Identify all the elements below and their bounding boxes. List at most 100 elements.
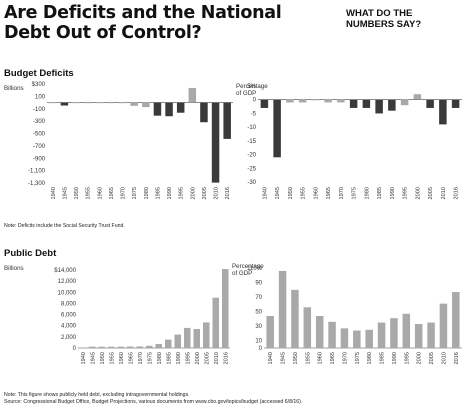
x-tick-label: 1960 — [97, 187, 103, 199]
bar-2010 — [439, 99, 447, 125]
y-tick-label: 30 — [255, 324, 262, 330]
bar-1955 — [108, 346, 115, 348]
x-tick-label: 1990 — [176, 352, 182, 364]
x-tick-label: 1975 — [355, 352, 361, 364]
source-note: Source: Congressional Budget Office, Bud… — [4, 399, 303, 405]
x-tick-label: 1940 — [268, 352, 274, 364]
x-tick-label: 1960 — [119, 352, 125, 364]
bar-2000 — [414, 324, 423, 348]
x-tick-label: 1970 — [121, 187, 127, 199]
section-title-public-debt: Public Debt — [4, 248, 57, 259]
bar-1940 — [49, 102, 57, 104]
bar-1950 — [291, 289, 299, 348]
y-tick-label: 10 — [255, 339, 262, 345]
bar-2010 — [211, 102, 220, 183]
y-tick-label: -15 — [247, 139, 256, 145]
bar-1960 — [95, 102, 104, 104]
note-deficits: Note: Deficits include the Social Securi… — [4, 223, 125, 229]
bar-1980 — [155, 344, 162, 348]
y-tick-label: -1,300 — [28, 181, 46, 187]
x-tick-label: 1960 — [313, 187, 319, 199]
x-tick-label: 1945 — [62, 187, 68, 199]
bar-1970 — [118, 102, 127, 104]
bar-1990 — [390, 318, 398, 348]
bar-2016 — [222, 269, 229, 348]
bar-1945 — [273, 99, 281, 158]
bar-1965 — [107, 102, 115, 104]
bar-1970 — [337, 99, 345, 103]
y-tick-label: 2,000 — [61, 335, 77, 341]
bar-2005 — [200, 102, 208, 123]
x-tick-label: 1975 — [132, 187, 138, 199]
x-tick-label: 2016 — [223, 352, 229, 364]
bar-1945 — [89, 346, 96, 348]
y-tick-label: -30 — [247, 180, 256, 186]
x-tick-label: 2005 — [429, 352, 435, 364]
x-tick-label: 1990 — [167, 187, 173, 199]
x-tick-label: 1945 — [275, 187, 281, 199]
y-axis-label: Percentage — [232, 263, 264, 270]
x-tick-label: 1955 — [86, 187, 92, 199]
x-tick-label: 1955 — [301, 187, 307, 199]
y-tick-label: 50 — [255, 310, 262, 316]
bar-1950 — [286, 99, 294, 103]
y-tick-label: 0 — [259, 346, 263, 352]
x-tick-label: 2010 — [441, 187, 447, 199]
bar-1965 — [127, 346, 134, 348]
x-tick-label: 1985 — [166, 352, 172, 364]
bar-1995 — [400, 99, 409, 106]
bar-1995 — [184, 327, 191, 348]
y-tick-label: -700 — [33, 144, 46, 150]
bar-1950 — [72, 102, 80, 104]
note-debt: Note: This figure shows publicly held de… — [4, 392, 190, 398]
y-tick-label: 10,000 — [58, 290, 77, 296]
x-tick-label: 1965 — [109, 187, 115, 199]
x-tick-label: 1940 — [51, 187, 57, 199]
x-tick-label: 1990 — [392, 352, 398, 364]
x-tick-label: 1945 — [281, 352, 287, 364]
bar-2016 — [223, 102, 231, 139]
x-tick-label: 1995 — [403, 187, 409, 199]
bar-1980 — [142, 102, 150, 108]
x-tick-label: 1945 — [90, 352, 96, 364]
bar-1960 — [315, 316, 324, 348]
x-tick-label: 2010 — [441, 352, 447, 364]
y-tick-label: 110% — [247, 266, 263, 272]
bar-2016 — [452, 292, 460, 348]
bar-1985 — [153, 102, 162, 116]
y-tick-label: 4,000 — [61, 324, 77, 330]
x-tick-label: 2016 — [454, 352, 460, 364]
y-tick-label: -500 — [33, 132, 46, 138]
y-tick-label: 70 — [255, 295, 262, 301]
y-tick-label: 90 — [255, 281, 262, 287]
y-tick-label: 12,000 — [58, 279, 77, 285]
x-tick-label: 1980 — [364, 187, 370, 199]
bar-1970 — [340, 328, 349, 348]
bar-2016 — [451, 99, 460, 108]
y-axis-label: Billions — [4, 85, 24, 92]
bar-1940 — [260, 99, 269, 108]
x-tick-label: 1955 — [305, 352, 311, 364]
bar-1945 — [278, 270, 287, 348]
y-tick-label: $300 — [32, 82, 46, 88]
bar-1980 — [362, 99, 371, 108]
x-tick-label: 2016 — [225, 187, 231, 199]
x-tick-label: 2000 — [415, 187, 421, 199]
x-tick-label: 2005 — [202, 187, 208, 199]
bar-2005 — [203, 322, 210, 348]
bar-2010 — [439, 303, 448, 348]
x-tick-label: 1995 — [179, 187, 185, 199]
y-tick-label: -10 — [247, 125, 256, 131]
x-tick-label: 2010 — [214, 352, 220, 364]
bar-2010 — [212, 297, 219, 348]
bar-2000 — [193, 329, 200, 348]
bar-1985 — [165, 339, 172, 348]
x-tick-label: 1985 — [377, 187, 383, 199]
x-tick-label: 1965 — [326, 187, 332, 199]
y-tick-label: -100 — [33, 107, 46, 113]
bar-1940 — [79, 347, 86, 349]
x-tick-label: 1965 — [128, 352, 134, 364]
bar-1990 — [174, 334, 181, 348]
bar-1950 — [98, 346, 105, 348]
